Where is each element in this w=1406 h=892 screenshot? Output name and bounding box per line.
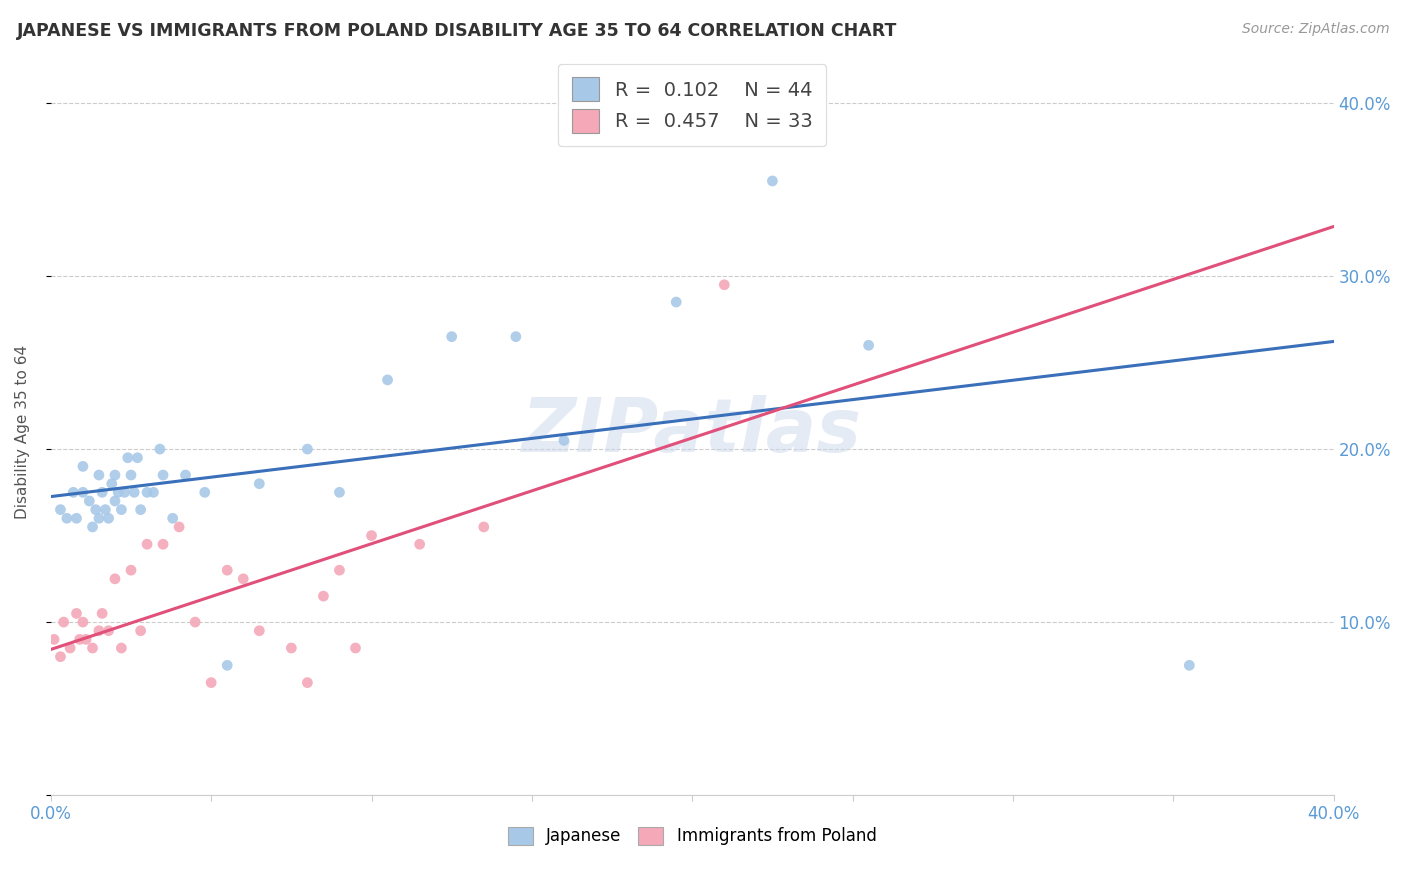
Point xyxy=(56,511,79,525)
Point xyxy=(104,572,127,586)
Text: JAPANESE VS IMMIGRANTS FROM POLAND DISABILITY AGE 35 TO 64 CORRELATION CHART: JAPANESE VS IMMIGRANTS FROM POLAND DISAB… xyxy=(17,22,897,40)
Point xyxy=(440,329,463,343)
Point xyxy=(167,520,190,534)
Point xyxy=(120,563,142,577)
Point xyxy=(152,537,174,551)
Point xyxy=(100,476,122,491)
Y-axis label: Disability Age 35 to 64: Disability Age 35 to 64 xyxy=(15,344,30,519)
Point xyxy=(49,649,72,664)
Point xyxy=(49,502,72,516)
Point xyxy=(247,476,270,491)
Point xyxy=(328,563,350,577)
Point xyxy=(174,468,197,483)
Point xyxy=(87,468,110,483)
Point xyxy=(217,658,239,673)
Point xyxy=(79,494,101,508)
Point xyxy=(42,632,65,647)
Point xyxy=(114,485,136,500)
Point xyxy=(120,468,142,483)
Point xyxy=(360,528,382,542)
Point xyxy=(505,329,527,343)
Point xyxy=(344,640,367,655)
Point xyxy=(65,511,87,525)
Point xyxy=(553,434,575,448)
Point xyxy=(84,502,107,516)
Point xyxy=(377,373,399,387)
Point xyxy=(1178,658,1201,673)
Point xyxy=(136,537,159,551)
Point xyxy=(82,520,104,534)
Point xyxy=(127,450,149,465)
Point xyxy=(62,485,84,500)
Point xyxy=(104,468,127,483)
Point xyxy=(149,442,172,456)
Point xyxy=(69,632,91,647)
Point xyxy=(97,511,120,525)
Point xyxy=(87,624,110,638)
Legend: R =  0.102    N = 44, R =  0.457    N = 33: R = 0.102 N = 44, R = 0.457 N = 33 xyxy=(558,63,827,146)
Point xyxy=(75,632,97,647)
Point xyxy=(247,624,270,638)
Point xyxy=(200,675,222,690)
Point xyxy=(761,174,783,188)
Point xyxy=(194,485,217,500)
Point xyxy=(217,563,239,577)
Point xyxy=(162,511,184,525)
Point xyxy=(232,572,254,586)
Point xyxy=(72,485,94,500)
Point xyxy=(297,442,319,456)
Point xyxy=(328,485,350,500)
Point xyxy=(59,640,82,655)
Point xyxy=(665,295,688,310)
Point xyxy=(104,494,127,508)
Point xyxy=(87,511,110,525)
Point xyxy=(91,485,114,500)
Point xyxy=(312,589,335,603)
Point xyxy=(280,640,302,655)
Point xyxy=(408,537,430,551)
Point xyxy=(858,338,880,352)
Point xyxy=(129,624,152,638)
Point xyxy=(142,485,165,500)
Point xyxy=(136,485,159,500)
Point xyxy=(91,607,114,621)
Point xyxy=(297,675,319,690)
Point xyxy=(713,277,735,292)
Point xyxy=(97,624,120,638)
Point xyxy=(117,450,139,465)
Point xyxy=(184,615,207,629)
Point xyxy=(65,607,87,621)
Point xyxy=(52,615,75,629)
Point xyxy=(110,502,132,516)
Point xyxy=(129,502,152,516)
Point xyxy=(472,520,495,534)
Point xyxy=(72,459,94,474)
Point xyxy=(82,640,104,655)
Text: Source: ZipAtlas.com: Source: ZipAtlas.com xyxy=(1241,22,1389,37)
Point xyxy=(122,485,145,500)
Point xyxy=(72,615,94,629)
Text: ZIPatlas: ZIPatlas xyxy=(522,395,862,468)
Point xyxy=(107,485,129,500)
Point xyxy=(110,640,132,655)
Point xyxy=(94,502,117,516)
Point xyxy=(152,468,174,483)
